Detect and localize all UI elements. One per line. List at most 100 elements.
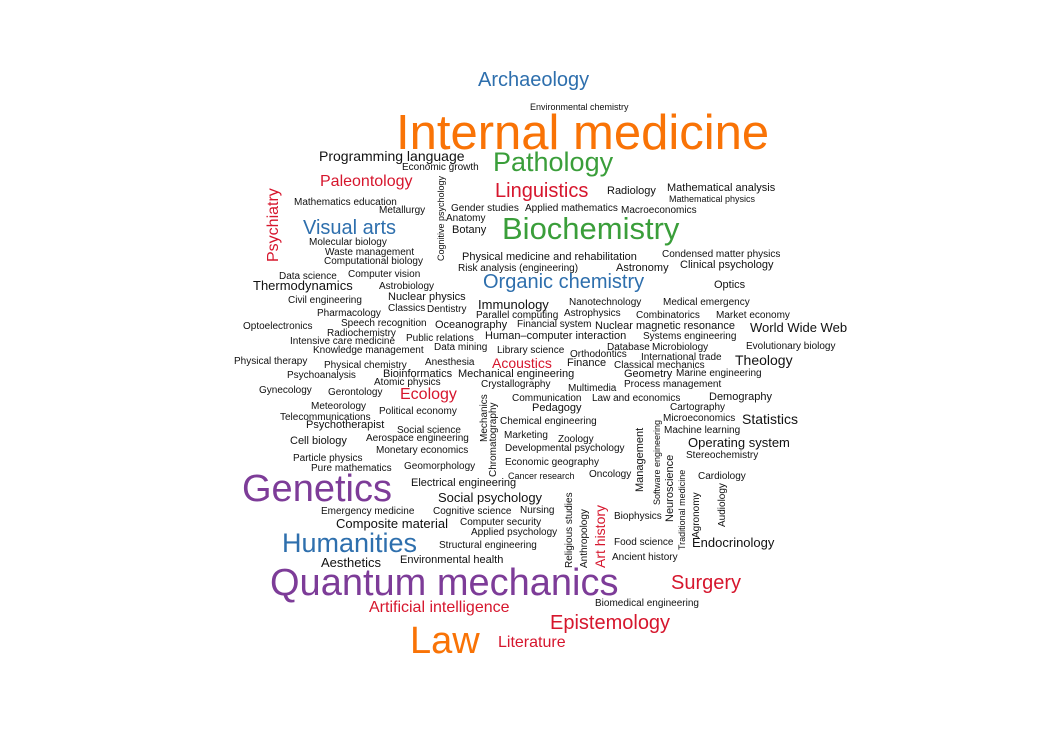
- word-combinatorics: Combinatorics: [636, 310, 700, 321]
- word-stereochemistry: Stereochemistry: [686, 450, 759, 461]
- word-management: Management: [634, 427, 646, 492]
- word-international-trade: International trade: [641, 352, 722, 363]
- word-gynecology: Gynecology: [259, 385, 312, 396]
- word-economic-geography: Economic geography: [505, 457, 599, 468]
- word-structural-engineering: Structural engineering: [439, 540, 537, 551]
- word-linguistics: Linguistics: [495, 180, 589, 202]
- word-operating-system: Operating system: [688, 435, 790, 450]
- word-emergency-medicine: Emergency medicine: [321, 506, 415, 517]
- word-monetary-economics: Monetary economics: [376, 445, 469, 456]
- word-communication: Communication: [512, 393, 582, 404]
- word-computer-security: Computer security: [460, 517, 542, 528]
- word-physical-chemistry: Physical chemistry: [324, 360, 407, 371]
- word-statistics: Statistics: [742, 411, 799, 427]
- word-orthodontics: Orthodontics: [570, 349, 627, 360]
- word-ancient-history: Ancient history: [612, 552, 678, 563]
- word-nuclear-physics: Nuclear physics: [388, 291, 466, 303]
- word-marketing: Marketing: [504, 430, 548, 441]
- word-cancer-research: Cancer research: [508, 471, 575, 481]
- word-traditional-medicine: Traditional medicine: [677, 469, 687, 550]
- word-medical-emergency: Medical emergency: [663, 297, 750, 308]
- word-pedagogy: Pedagogy: [532, 402, 582, 414]
- word-quantum-mechanics: Quantum mechanics: [270, 562, 619, 604]
- word-environmental-health: Environmental health: [400, 554, 504, 566]
- word-cell-biology: Cell biology: [290, 435, 347, 447]
- word-oceanography: Oceanography: [435, 319, 508, 331]
- word-endocrinology: Endocrinology: [692, 535, 775, 550]
- word-data-science: Data science: [279, 271, 337, 282]
- word-pathology: Pathology: [493, 147, 614, 177]
- word-humanities: Humanities: [282, 528, 418, 558]
- word-electrical-engineering: Electrical engineering: [411, 477, 517, 489]
- word-applied-psychology: Applied psychology: [471, 527, 558, 538]
- word-library-science: Library science: [497, 345, 565, 356]
- word-social-psychology: Social psychology: [438, 490, 543, 505]
- word-social-science: Social science: [397, 425, 461, 436]
- word-financial-system: Financial system: [517, 319, 592, 330]
- word-audiology: Audiology: [717, 483, 728, 527]
- word-law-and-economics: Law and economics: [592, 393, 681, 404]
- word-literature: Literature: [498, 634, 566, 651]
- word-physical-medicine-and-rehabilitation: Physical medicine and rehabilitation: [462, 251, 637, 263]
- word-computer-vision: Computer vision: [348, 269, 421, 280]
- word-process-management: Process management: [624, 379, 722, 390]
- word-software-engineering: Software engineering: [652, 419, 662, 505]
- word-paleontology: Paleontology: [320, 173, 413, 190]
- word-astronomy: Astronomy: [616, 262, 669, 274]
- word-molecular-biology: Molecular biology: [309, 237, 387, 248]
- word-composite-material: Composite material: [336, 516, 448, 531]
- word-political-economy: Political economy: [379, 406, 457, 417]
- word-particle-physics: Particle physics: [293, 453, 363, 464]
- word-market-economy: Market economy: [716, 310, 790, 321]
- word-astrobiology: Astrobiology: [379, 281, 435, 292]
- word-immunology: Immunology: [478, 297, 549, 312]
- word-pure-mathematics: Pure mathematics: [311, 463, 392, 474]
- word-radiology: Radiology: [607, 185, 656, 197]
- word-botany: Botany: [452, 224, 487, 236]
- word-neuroscience: Neuroscience: [664, 454, 676, 522]
- word-meteorology: Meteorology: [311, 401, 367, 412]
- word-religious-studies: Religious studies: [564, 492, 575, 568]
- word-agronomy: Agronomy: [691, 492, 702, 538]
- word-pharmacology: Pharmacology: [317, 308, 381, 319]
- word-nursing: Nursing: [520, 505, 555, 516]
- word-optics: Optics: [714, 279, 746, 291]
- word-mathematical-physics: Mathematical physics: [669, 194, 756, 204]
- word-biophysics: Biophysics: [614, 511, 662, 522]
- word-civil-engineering: Civil engineering: [288, 295, 362, 306]
- word-metallurgy: Metallurgy: [379, 205, 426, 216]
- word-optoelectronics: Optoelectronics: [243, 321, 313, 332]
- word-database: Database: [607, 342, 650, 353]
- word-gender-studies: Gender studies: [451, 203, 519, 214]
- word-mathematics-education: Mathematics education: [294, 197, 397, 208]
- word-marine-engineering: Marine engineering: [676, 368, 762, 379]
- word-food-science: Food science: [614, 537, 674, 548]
- word-programming-language: Programming language: [319, 148, 465, 164]
- word-mechanical-engineering: Mechanical engineering: [458, 368, 575, 380]
- word-risk-analysis-engineering: Risk analysis (engineering): [458, 263, 579, 274]
- word-machine-learning: Machine learning: [664, 425, 741, 436]
- word-internal-medicine: Internal medicine: [396, 106, 770, 160]
- word-knowledge-management: Knowledge management: [313, 345, 424, 356]
- word-aerospace-engineering: Aerospace engineering: [366, 433, 469, 444]
- word-macroeconomics: Macroeconomics: [621, 205, 697, 216]
- word-speech-recognition: Speech recognition: [341, 318, 427, 329]
- word-classics: Classics: [388, 303, 426, 314]
- word-radiochemistry: Radiochemistry: [327, 328, 396, 339]
- word-telecommunications: Telecommunications: [280, 412, 371, 423]
- word-physical-therapy: Physical therapy: [234, 356, 308, 367]
- word-ecology: Ecology: [400, 386, 457, 403]
- word-cardiology: Cardiology: [698, 471, 746, 482]
- word-chromatography: Chromatography: [488, 402, 499, 477]
- word-human-computer-interaction: Human–computer interaction: [485, 330, 627, 342]
- word-applied-mathematics: Applied mathematics: [525, 203, 618, 214]
- word-developmental-psychology: Developmental psychology: [505, 443, 625, 454]
- word-mathematical-analysis: Mathematical analysis: [667, 182, 776, 194]
- word-systems-engineering: Systems engineering: [643, 331, 737, 342]
- word-genetics: Genetics: [242, 468, 392, 510]
- word-cognitive-psychology: Cognitive psychology: [436, 175, 446, 261]
- word-aesthetics: Aesthetics: [321, 555, 381, 570]
- word-microeconomics: Microeconomics: [663, 413, 736, 424]
- word-thermodynamics: Thermodynamics: [253, 278, 353, 293]
